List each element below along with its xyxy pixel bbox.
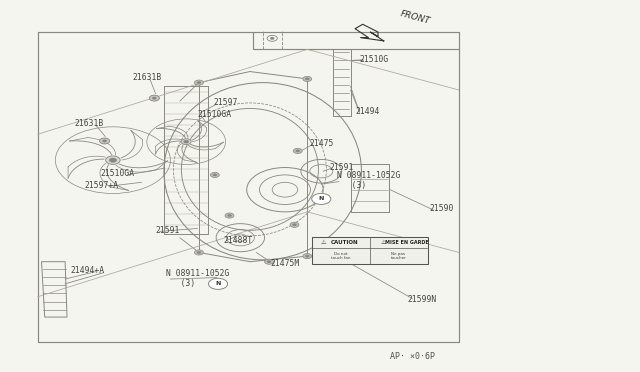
Text: 21590: 21590 (429, 204, 454, 214)
Circle shape (293, 148, 302, 154)
Text: 21591: 21591 (330, 163, 354, 172)
Circle shape (211, 172, 220, 177)
Text: 21631B: 21631B (75, 119, 104, 128)
Text: 21494+A: 21494+A (70, 266, 104, 275)
Text: 21475M: 21475M (270, 259, 300, 268)
Text: 21631B: 21631B (132, 73, 161, 82)
Text: 21488T: 21488T (223, 236, 252, 245)
FancyBboxPatch shape (312, 237, 428, 264)
Circle shape (197, 251, 201, 254)
Text: MISE EN GARDE: MISE EN GARDE (385, 240, 428, 245)
Text: 21510GA: 21510GA (198, 109, 232, 119)
Circle shape (213, 174, 217, 176)
Text: 21591: 21591 (156, 226, 180, 235)
Text: 21597: 21597 (214, 99, 238, 108)
Text: 21475: 21475 (309, 139, 333, 148)
Circle shape (152, 97, 156, 99)
Circle shape (209, 278, 228, 289)
Circle shape (181, 139, 191, 145)
Circle shape (303, 76, 312, 81)
Circle shape (102, 140, 106, 142)
Circle shape (106, 156, 120, 164)
Circle shape (109, 158, 116, 162)
Circle shape (225, 213, 234, 218)
Circle shape (303, 254, 312, 259)
Text: 21510G: 21510G (360, 55, 388, 64)
Text: 21599N: 21599N (408, 295, 437, 304)
Circle shape (305, 255, 309, 257)
Circle shape (195, 80, 204, 85)
Circle shape (100, 138, 109, 144)
Circle shape (267, 260, 271, 263)
Text: 21597+A: 21597+A (84, 181, 118, 190)
Text: N: N (215, 281, 221, 286)
Text: Do not
touch fan: Do not touch fan (332, 252, 351, 260)
Circle shape (184, 140, 189, 143)
Text: ⚠: ⚠ (321, 240, 326, 245)
Text: ⚠: ⚠ (381, 240, 387, 245)
Text: N 08911-1052G
   (3): N 08911-1052G (3) (166, 269, 229, 288)
Circle shape (264, 259, 273, 264)
Text: N 08911-1052G
   (3): N 08911-1052G (3) (337, 171, 401, 190)
Text: N: N (319, 196, 324, 201)
Text: FRONT: FRONT (399, 9, 432, 26)
Circle shape (292, 224, 296, 226)
Circle shape (290, 222, 299, 227)
Text: CAUTION: CAUTION (331, 240, 358, 245)
Circle shape (228, 214, 232, 217)
Circle shape (296, 150, 300, 152)
Text: Ne pas
toucher: Ne pas toucher (390, 252, 406, 260)
Circle shape (270, 37, 274, 39)
Text: AP· ×0·6P: AP· ×0·6P (390, 352, 435, 361)
Circle shape (195, 250, 204, 255)
Circle shape (312, 193, 331, 205)
Text: 21494: 21494 (355, 106, 380, 116)
Circle shape (197, 81, 201, 84)
Circle shape (305, 78, 309, 80)
Text: 21510GA: 21510GA (100, 169, 134, 178)
Circle shape (149, 95, 159, 101)
